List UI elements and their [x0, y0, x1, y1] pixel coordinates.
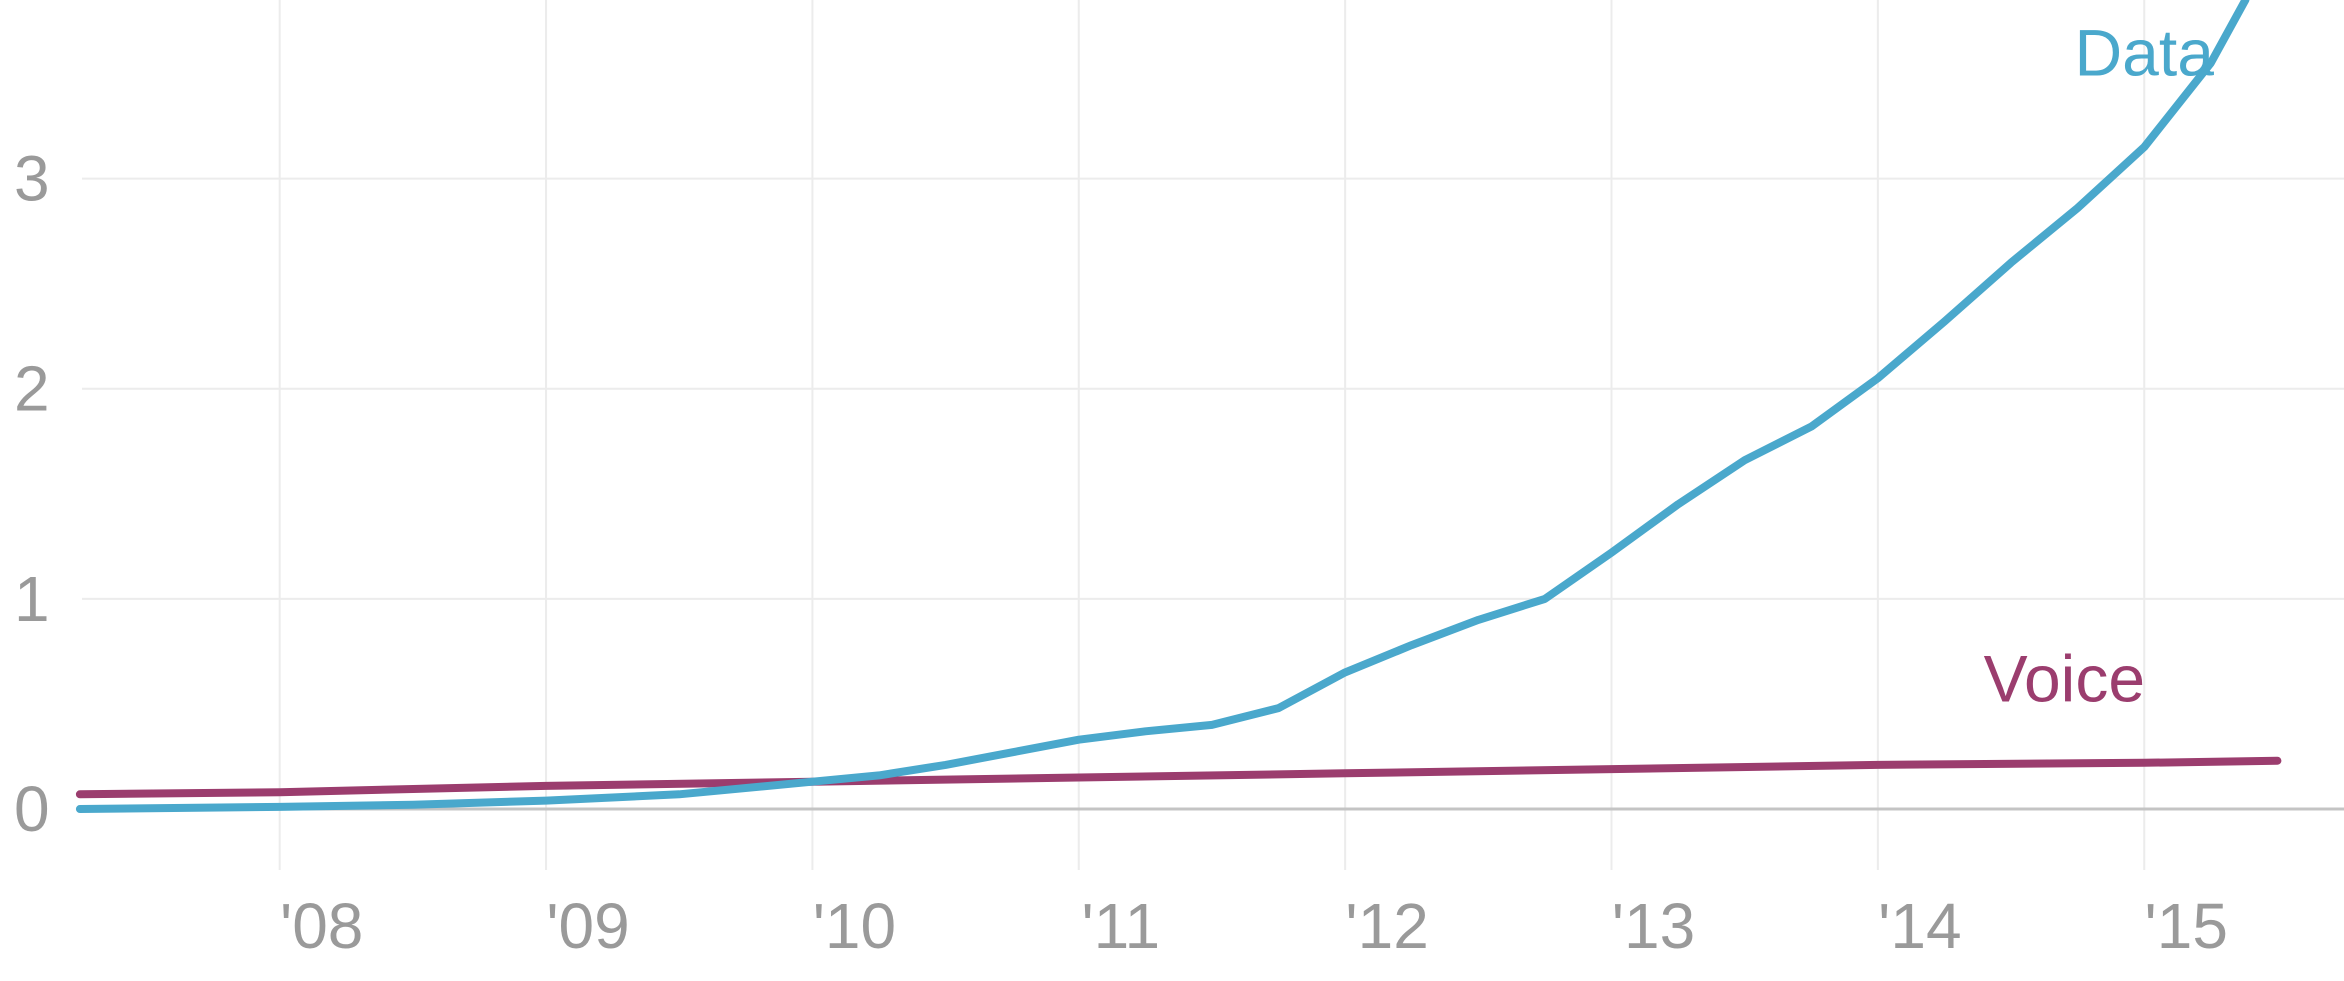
grid-layer	[82, 0, 2344, 870]
series-labels: Data Voice	[1984, 16, 2215, 716]
y-tick-label: 0	[14, 773, 50, 845]
x-tick-label: '08	[280, 890, 363, 962]
x-tick-label: '15	[2145, 890, 2228, 962]
series-label-voice: Voice	[1984, 642, 2145, 716]
series-label-data: Data	[2075, 16, 2215, 90]
x-tick-label: '14	[1878, 890, 1961, 962]
x-tick-label: '09	[546, 890, 629, 962]
y-axis-ticks: 0 1 2 3	[14, 143, 50, 845]
x-tick-label: '13	[1612, 890, 1695, 962]
x-tick-label: '12	[1345, 890, 1428, 962]
series-line-voice	[75, 756, 2282, 799]
x-tick-label: '11	[1081, 890, 1160, 962]
y-tick-label: 3	[14, 143, 50, 215]
y-tick-label: 2	[14, 353, 50, 425]
y-tick-label: 1	[14, 563, 50, 635]
x-tick-label: '10	[813, 890, 896, 962]
series-layer	[75, 0, 2282, 813]
series-line-data	[75, 0, 2250, 813]
x-axis-ticks: '08 '09 '10 '11 '12 '13 '14 '15	[280, 890, 2228, 962]
